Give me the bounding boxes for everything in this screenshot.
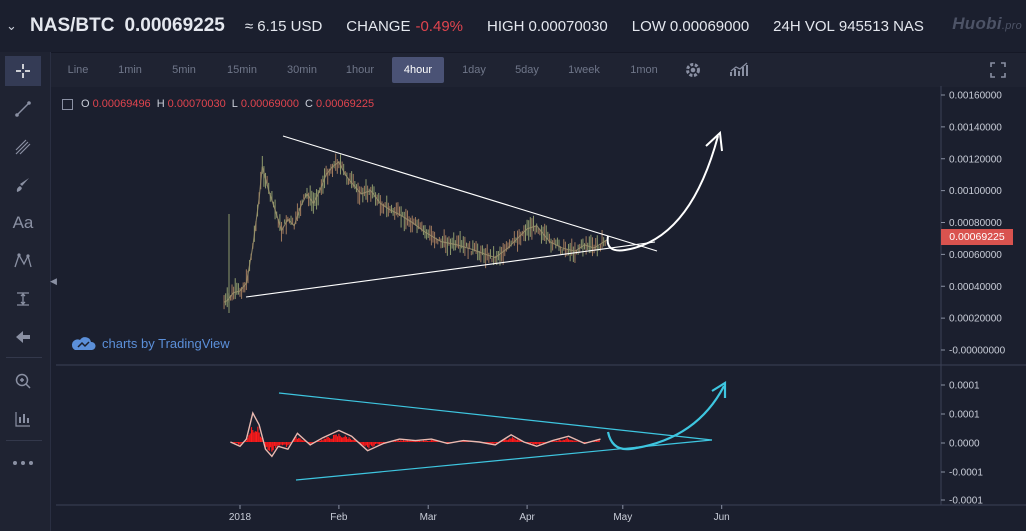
tab-line[interactable]: Line xyxy=(67,64,89,76)
sidebar-collapse-handle[interactable]: ◀ xyxy=(50,276,57,286)
change-value: -0.49% xyxy=(415,17,463,35)
time-tick-label: Jun xyxy=(714,512,730,523)
price-tick-label: 0.00100000 xyxy=(949,186,1002,197)
tab-1min[interactable]: 1min xyxy=(118,64,142,76)
low-value: 0.00069000 xyxy=(669,17,750,35)
lower-trendline xyxy=(245,241,656,298)
osc-tick-label: 0.0000 xyxy=(949,439,980,450)
time-tick-label: Mar xyxy=(420,512,438,523)
price-tick-label: 0.00040000 xyxy=(949,282,1002,293)
toolbar-divider xyxy=(6,440,42,441)
pattern-icon[interactable] xyxy=(5,246,41,276)
usd-price: ≈ 6.15 USD xyxy=(244,17,323,35)
text-icon[interactable]: Aa xyxy=(12,213,34,232)
trend-line-icon[interactable] xyxy=(5,94,41,124)
tab-1hour[interactable]: 1hour xyxy=(345,64,375,76)
price-tick-label: 0.00060000 xyxy=(949,250,1002,261)
crosshair-icon[interactable] xyxy=(5,56,41,86)
price-series-line xyxy=(223,161,608,303)
tradingview-watermark[interactable]: charts by TradingView xyxy=(70,335,230,351)
tab-4hour[interactable]: 4hour xyxy=(392,57,444,83)
high-value: 0.00070030 xyxy=(528,17,608,35)
osc-tick-label: 0.0001 xyxy=(949,381,980,392)
measure-icon[interactable] xyxy=(5,284,41,314)
tab-15min[interactable]: 15min xyxy=(227,64,257,76)
high-label: HIGH xyxy=(487,17,525,35)
last-price-tag: 0.00069225 xyxy=(941,229,1013,245)
forecast-arrow-price xyxy=(606,135,719,252)
open-value: 0.00069496 xyxy=(92,98,151,110)
tab-30min[interactable]: 30min xyxy=(287,64,317,76)
brush-icon[interactable] xyxy=(5,170,41,200)
last-price: 0.00069225 xyxy=(124,15,225,36)
huobi-logo: Huobi.pro xyxy=(952,14,1022,33)
close-label: C xyxy=(305,98,313,110)
tab-5day[interactable]: 5day xyxy=(515,64,539,76)
high-label: H xyxy=(156,98,165,110)
oscillator-line xyxy=(230,411,601,458)
osc-tick-label: -0.0001 xyxy=(949,468,983,479)
price-tick-label: 0.00120000 xyxy=(949,154,1002,165)
time-tick-label: Apr xyxy=(519,512,535,523)
tab-1mon[interactable]: 1mon xyxy=(630,64,658,76)
legend-toggle[interactable] xyxy=(62,98,73,110)
price-tick-label: 0.00080000 xyxy=(949,218,1002,229)
change-label: CHANGE xyxy=(346,17,411,35)
tab-5min[interactable]: 5min xyxy=(172,64,196,76)
osc-tick-label: 0.0001 xyxy=(949,410,980,421)
settings-gear-icon[interactable] xyxy=(680,57,706,83)
low-label: LOW xyxy=(631,17,666,35)
cloud-icon xyxy=(71,337,96,350)
chevron-down-icon[interactable]: ⌄ xyxy=(6,18,17,33)
price-tick-label: 0.00020000 xyxy=(949,314,1002,325)
drawing-toolbar: Aa xyxy=(0,52,51,531)
pitchfork-icon[interactable] xyxy=(5,132,41,162)
osc-tick-label: -0.0001 xyxy=(949,496,983,507)
low-value: 0.00069000 xyxy=(240,98,300,110)
indicators-chart-icon[interactable] xyxy=(726,57,752,83)
forecast-arrowhead-osc xyxy=(711,381,727,398)
ohlc-legend: O 0.00069496 H 0.00070030 L 0.00069000 C… xyxy=(62,98,380,110)
tab-1day[interactable]: 1day xyxy=(462,64,486,76)
high-value: 0.00070030 xyxy=(167,98,226,110)
forecast-arrowhead-price xyxy=(705,130,723,152)
more-icon[interactable] xyxy=(5,448,41,478)
ticker-bar: ⌄ NAS/BTC 0.00069225 ≈ 6.15 USD CHANGE -… xyxy=(0,0,1026,52)
upper-trendline xyxy=(282,135,658,252)
timeframe-toolbar: Line 1min 5min 15min 30min 1hour 4hour 1… xyxy=(0,52,1026,87)
close-value: 0.00069225 xyxy=(315,98,375,110)
arrow-back-icon[interactable] xyxy=(5,322,41,352)
time-tick-label: 2018 xyxy=(229,512,252,523)
open-label: O xyxy=(81,98,90,110)
osc-upper-trendline xyxy=(278,392,713,441)
zoom-icon[interactable] xyxy=(5,366,41,396)
tab-1week[interactable]: 1week xyxy=(568,64,600,76)
indicator-icon[interactable] xyxy=(5,404,41,434)
volume-value: 945513 NAS xyxy=(838,17,924,35)
low-label: L xyxy=(231,98,238,110)
volume-label: 24H VOL xyxy=(773,17,835,35)
pair-name[interactable]: NAS/BTC xyxy=(30,15,115,36)
fullscreen-icon[interactable] xyxy=(985,57,1011,83)
price-tick-label: 0.00140000 xyxy=(949,122,1002,133)
toolbar-divider xyxy=(6,357,42,358)
price-tick-label: -0.00000000 xyxy=(949,346,1006,357)
price-tick-label: 0.00160000 xyxy=(949,91,1002,102)
time-tick-label: May xyxy=(613,512,632,523)
time-tick-label: Feb xyxy=(330,512,348,523)
forecast-arrow-osc xyxy=(606,385,725,451)
